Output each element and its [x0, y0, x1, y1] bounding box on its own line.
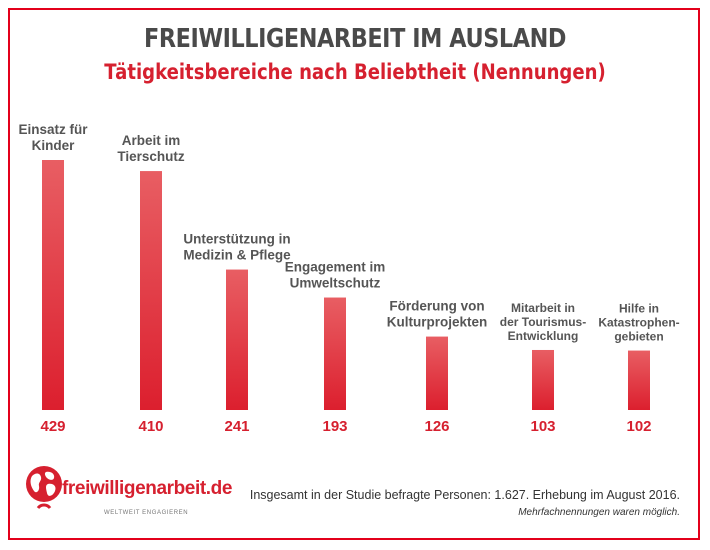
category-label-1: Arbeit im Tierschutz [117, 133, 185, 164]
category-label-0: Einsatz für Kinder [18, 122, 88, 153]
value-label-6: 102 [626, 418, 651, 435]
survey-note: Insgesamt in der Studie befragte Persone… [249, 488, 680, 502]
bar-4 [426, 336, 448, 410]
category-label-6: Hilfe in Katastrophen-gebieten [598, 302, 679, 344]
value-label-1: 410 [138, 418, 163, 435]
value-label-4: 126 [424, 418, 449, 435]
multiple-answers-note: Mehrfachnennungen waren möglich. [518, 507, 680, 518]
bar-6 [628, 350, 650, 410]
logo-wordmark: freiwilligenarbeit.de [62, 478, 233, 499]
globe-logo-icon [24, 464, 64, 519]
chart-title: FREIWILLIGENARBEIT IM AUSLAND [143, 24, 567, 54]
value-label-3: 193 [322, 418, 347, 435]
logo-tagline: WELTWEIT ENGAGIEREN [104, 510, 189, 516]
bar-3 [324, 297, 346, 410]
category-label-2: Unterstützung in Medizin & Pflege [183, 232, 291, 263]
category-label-5: Mitarbeit in der Tourismus-Entwicklung [500, 301, 586, 343]
value-label-5: 103 [530, 418, 555, 435]
category-label-4: Förderung von Kulturprojekten [387, 299, 488, 330]
chart-frame [8, 8, 700, 540]
bar-5 [532, 349, 554, 410]
bar-2 [226, 269, 248, 410]
bar-0 [42, 160, 64, 410]
value-label-0: 429 [40, 418, 65, 435]
bar-1 [140, 171, 162, 410]
chart-subtitle: Tätigkeitsbereiche nach Beliebtheit (Nen… [104, 60, 606, 84]
category-label-3: Engagement im Umweltschutz [285, 260, 386, 291]
value-label-2: 241 [224, 418, 249, 435]
